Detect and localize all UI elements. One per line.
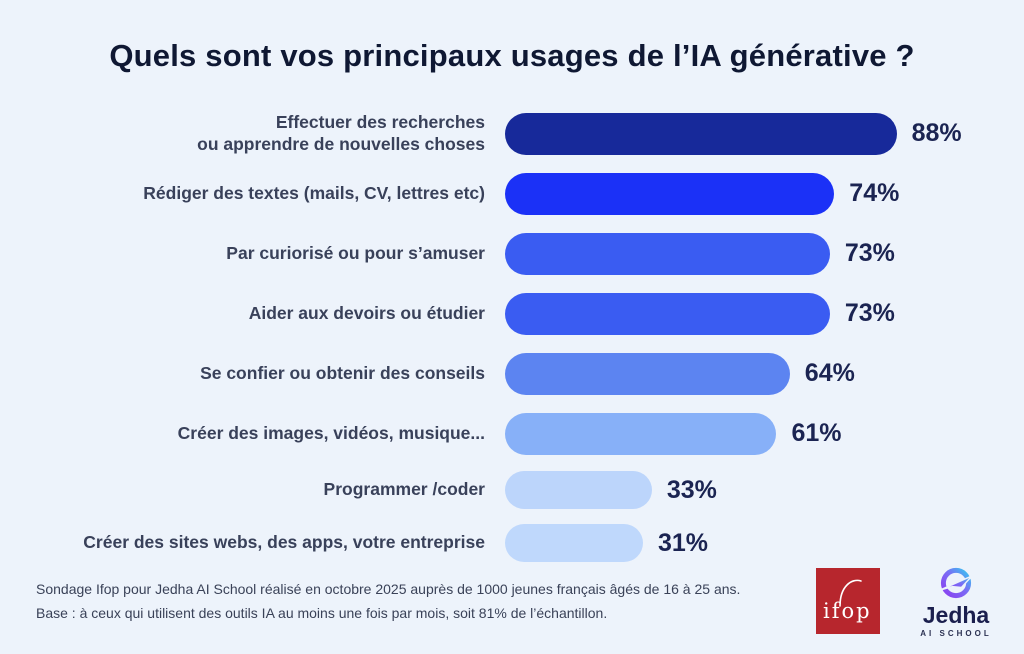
source-note-line1: Sondage Ifop pour Jedha AI School réalis… bbox=[36, 580, 741, 597]
chart-row: Créer des sites webs, des apps, votre en… bbox=[0, 517, 1024, 570]
category-label: Créer des sites webs, des apps, votre en… bbox=[83, 532, 485, 553]
value-label: 61% bbox=[791, 419, 842, 448]
value-label: 73% bbox=[844, 299, 895, 328]
footer: Sondage Ifop pour Jedha AI School réalis… bbox=[36, 565, 1004, 638]
category-label: Créer des images, vidéos, musique... bbox=[177, 422, 485, 443]
bar-chart: Effectuer des recherches ou apprendre de… bbox=[0, 104, 1024, 570]
source-note: Sondage Ifop pour Jedha AI School réalis… bbox=[36, 577, 816, 626]
chart-row: Programmer /coder 33% bbox=[0, 464, 1024, 517]
value-label: 33% bbox=[666, 475, 717, 504]
value-label: 31% bbox=[657, 528, 708, 557]
value-label: 73% bbox=[844, 239, 895, 268]
category-label: Par curiorisé ou pour s’amuser bbox=[226, 242, 485, 263]
bar bbox=[505, 412, 777, 455]
chart-row: Rédiger des textes (mails, CV, lettres e… bbox=[0, 164, 1024, 224]
bar bbox=[505, 172, 835, 215]
bar bbox=[505, 232, 830, 275]
jedha-logo-name: Jedha bbox=[922, 601, 990, 628]
category-label: Aider aux devoirs ou étudier bbox=[248, 302, 485, 323]
ifop-logo-text: ifop bbox=[823, 599, 872, 623]
value-label: 88% bbox=[911, 119, 962, 148]
bar bbox=[505, 112, 897, 155]
category-label: Rédiger des textes (mails, CV, lettres e… bbox=[143, 182, 485, 203]
jedha-icon bbox=[939, 567, 973, 598]
chart-row: Se confier ou obtenir des conseils 64% bbox=[0, 344, 1024, 404]
category-label: Se confier ou obtenir des conseils bbox=[200, 362, 485, 383]
chart-row: Créer des images, vidéos, musique... 61% bbox=[0, 404, 1024, 464]
jedha-logo: Jedha AI SCHOOL bbox=[908, 565, 1004, 638]
value-label: 64% bbox=[804, 359, 855, 388]
bar bbox=[505, 292, 830, 335]
bar bbox=[505, 524, 643, 563]
chart-title: Quels sont vos principaux usages de l’IA… bbox=[109, 38, 915, 73]
bar bbox=[505, 471, 652, 510]
chart-row: Par curiorisé ou pour s’amuser 73% bbox=[0, 224, 1024, 284]
chart-row: Aider aux devoirs ou étudier 73% bbox=[0, 284, 1024, 344]
bar bbox=[505, 352, 790, 395]
source-note-line2: Base : à ceux qui utilisent des outils I… bbox=[36, 605, 608, 622]
ifop-logo-graphic: ifop bbox=[823, 580, 872, 623]
category-label: Programmer /coder bbox=[323, 479, 485, 500]
chart-row: Effectuer des recherches ou apprendre de… bbox=[0, 104, 1024, 164]
jedha-logo-subtitle: AI SCHOOL bbox=[920, 629, 992, 638]
value-label: 74% bbox=[849, 179, 900, 208]
ifop-logo: ifop bbox=[816, 568, 880, 635]
category-label: Effectuer des recherches ou apprendre de… bbox=[197, 111, 485, 154]
